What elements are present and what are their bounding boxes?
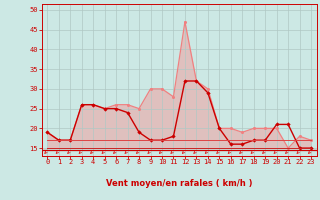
X-axis label: Vent moyen/en rafales ( km/h ): Vent moyen/en rafales ( km/h ) bbox=[106, 179, 252, 188]
